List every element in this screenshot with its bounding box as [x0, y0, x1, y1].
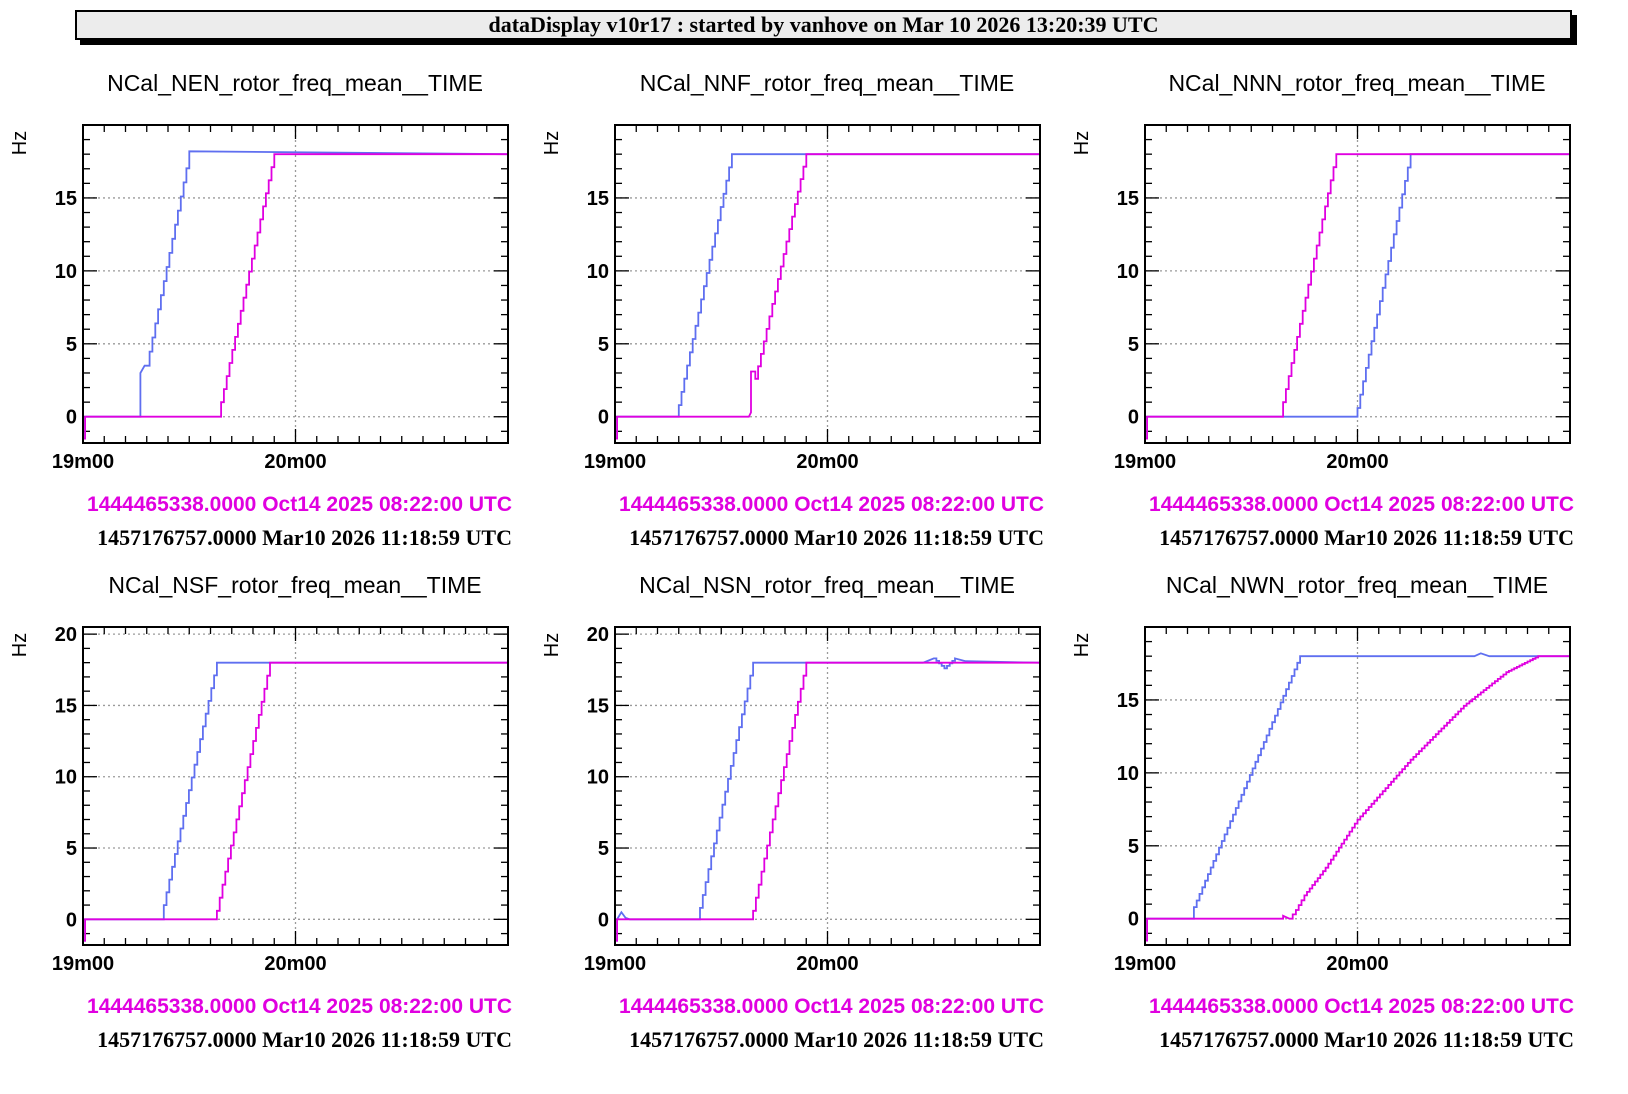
chart-panel: NCal_NSN_rotor_freq_mean__TIME Hz 0 5 10 15 20…: [532, 562, 1072, 1072]
x-tick-label: 20m00: [264, 451, 326, 473]
plot-frame: [614, 124, 1041, 444]
plot-frame: [82, 124, 509, 444]
y-axis-label: Hz: [541, 131, 563, 155]
chart-panel: NCal_NNF_rotor_freq_mean__TIME Hz 0 5 10 15 19…: [532, 60, 1072, 570]
series-line-magenta: [615, 153, 1040, 440]
end-timestamp: 1457176757.0000 Mar10 2026 11:18:59 UTC: [1159, 1027, 1574, 1052]
series-line-blue: [83, 150, 508, 440]
start-timestamp: 1444465338.0000 Oct14 2025 08:22:00 UTC: [619, 493, 1044, 516]
chart-panel: NCal_NNN_rotor_freq_mean__TIME Hz 0 5 10 15 19…: [1062, 60, 1602, 570]
y-tick-label: 0: [1128, 407, 1139, 429]
y-tick-label: 5: [66, 334, 77, 356]
chart-title: NCal_NNN_rotor_freq_mean__TIME: [1168, 70, 1546, 96]
y-axis-label: Hz: [1071, 633, 1093, 657]
y-tick-label: 0: [66, 909, 77, 931]
y-axis-label: Hz: [541, 633, 563, 657]
series-line-magenta: [1145, 655, 1570, 942]
x-tick-label: 20m00: [796, 953, 858, 975]
chart-svg: Hz 0 5 10 15 19m00 20m00: [9, 124, 509, 473]
end-timestamp: 1457176757.0000 Mar10 2026 11:18:59 UTC: [1159, 525, 1574, 550]
chart-title: NCal_NSF_rotor_freq_mean__TIME: [108, 572, 482, 598]
y-tick-label: 20: [587, 624, 609, 646]
y-tick-label: 15: [1117, 690, 1139, 712]
y-tick-label: 5: [1128, 334, 1139, 356]
x-tick-label: 19m00: [584, 451, 646, 473]
y-tick-label: 15: [587, 695, 609, 717]
end-timestamp: 1457176757.0000 Mar10 2026 11:18:59 UTC: [629, 1027, 1044, 1052]
y-axis-label: Hz: [9, 633, 31, 657]
chart-title: NCal_NSN_rotor_freq_mean__TIME: [639, 572, 1015, 598]
y-axis-label: Hz: [1071, 131, 1093, 155]
chart-panel: NCal_NWN_rotor_freq_mean__TIME Hz 0 5 10 15 19…: [1062, 562, 1602, 1072]
x-tick-label: 20m00: [796, 451, 858, 473]
start-timestamp: 1444465338.0000 Oct14 2025 08:22:00 UTC: [1149, 995, 1574, 1018]
x-tick-label: 19m00: [1114, 953, 1176, 975]
end-timestamp: 1457176757.0000 Mar10 2026 11:18:59 UTC: [97, 525, 512, 550]
y-tick-label: 10: [587, 261, 609, 283]
plot-frame: [82, 626, 509, 946]
x-tick-label: 20m00: [264, 953, 326, 975]
y-tick-label: 0: [598, 407, 609, 429]
start-timestamp: 1444465338.0000 Oct14 2025 08:22:00 UTC: [87, 995, 512, 1018]
y-tick-label: 0: [598, 909, 609, 931]
series-line-blue: [1145, 652, 1570, 942]
x-tick-label: 19m00: [584, 953, 646, 975]
chart-svg: Hz 0 5 10 15 19m00 20m00: [541, 124, 1041, 473]
y-tick-label: 20: [55, 624, 77, 646]
start-timestamp: 1444465338.0000 Oct14 2025 08:22:00 UTC: [87, 493, 512, 516]
x-tick-label: 20m00: [1326, 451, 1388, 473]
x-tick-label: 19m00: [52, 953, 114, 975]
start-timestamp: 1444465338.0000 Oct14 2025 08:22:00 UTC: [1149, 493, 1574, 516]
series-line-magenta: [1145, 153, 1570, 440]
series-line-magenta: [83, 661, 508, 942]
start-timestamp: 1444465338.0000 Oct14 2025 08:22:00 UTC: [619, 995, 1044, 1018]
y-tick-label: 10: [55, 261, 77, 283]
chart-svg: Hz 0 5 10 15 20 19m00 20m00: [541, 624, 1041, 975]
y-tick-label: 5: [598, 334, 609, 356]
header-title: dataDisplay v10r17 : started by vanhove …: [488, 12, 1159, 37]
chart-title: NCal_NNF_rotor_freq_mean__TIME: [639, 70, 1015, 96]
y-tick-label: 0: [1128, 909, 1139, 931]
chart-title: NCal_NWN_rotor_freq_mean__TIME: [1165, 572, 1549, 598]
y-tick-label: 10: [55, 767, 77, 789]
y-axis-label: Hz: [9, 131, 31, 155]
y-tick-label: 0: [66, 407, 77, 429]
plot-frame: [614, 626, 1041, 946]
x-tick-label: 19m00: [52, 451, 114, 473]
x-tick-label: 20m00: [1326, 953, 1388, 975]
display-header: dataDisplay v10r17 : started by vanhove …: [75, 10, 1572, 40]
chart-svg: Hz 0 5 10 15 19m00 20m00: [1071, 626, 1571, 975]
y-tick-label: 10: [587, 767, 609, 789]
chart-panel: NCal_NEN_rotor_freq_mean__TIME Hz 0 5 10 15 19…: [0, 60, 540, 570]
y-tick-label: 15: [55, 695, 77, 717]
end-timestamp: 1457176757.0000 Mar10 2026 11:18:59 UTC: [629, 525, 1044, 550]
y-tick-label: 5: [1128, 836, 1139, 858]
end-timestamp: 1457176757.0000 Mar10 2026 11:18:59 UTC: [97, 1027, 512, 1052]
x-tick-label: 19m00: [1114, 451, 1176, 473]
y-tick-label: 15: [1117, 188, 1139, 210]
chart-svg: Hz 0 5 10 15 20 19m00 20m00: [9, 624, 509, 975]
series-line-magenta: [83, 153, 508, 440]
series-line-blue: [615, 657, 1040, 942]
y-tick-label: 15: [587, 188, 609, 210]
y-tick-label: 10: [1117, 763, 1139, 785]
chart-title: NCal_NEN_rotor_freq_mean__TIME: [107, 70, 483, 96]
plot-frame: [1144, 626, 1571, 946]
plot-frame: [1144, 124, 1571, 444]
y-tick-label: 15: [55, 188, 77, 210]
series-line-magenta: [615, 661, 1040, 942]
series-line-blue: [1145, 153, 1570, 440]
series-line-blue: [83, 661, 508, 942]
y-tick-label: 5: [66, 838, 77, 860]
y-tick-label: 5: [598, 838, 609, 860]
chart-panel: NCal_NSF_rotor_freq_mean__TIME Hz 0 5 10 15 20…: [0, 562, 540, 1072]
series-line-blue: [615, 153, 1040, 440]
chart-svg: Hz 0 5 10 15 19m00 20m00: [1071, 124, 1571, 473]
y-tick-label: 10: [1117, 261, 1139, 283]
